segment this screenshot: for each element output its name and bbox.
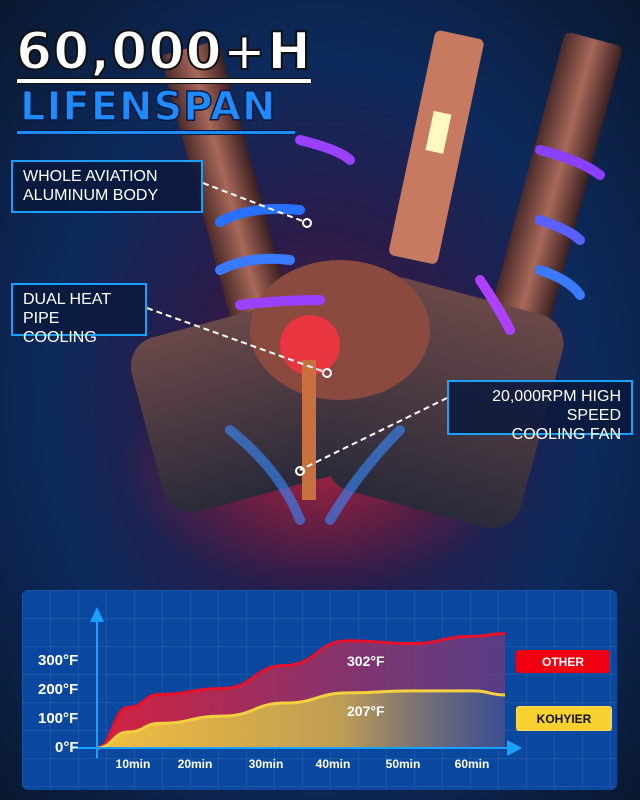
callout-cooling-fan: 20,000RPM HIGH SPEED COOLING FAN (447, 380, 633, 443)
y-tick-label: 300°F (38, 652, 79, 669)
x-tick-label: 60min (454, 757, 490, 771)
data-label-other: 302°F (347, 653, 385, 669)
y-tick-label: 100°F (38, 710, 79, 727)
callout-text: WHOLE AVIATION (23, 168, 158, 185)
callout-text: ALUMINUM BODY (23, 187, 159, 204)
y-tick-label: 200°F (38, 681, 79, 698)
callout-text: 20,000RPM HIGH SPEED (492, 388, 621, 424)
callout-heat-pipe: DUAL HEAT PIPE COOLING (11, 283, 147, 346)
x-tick-label: 30min (248, 757, 284, 771)
x-tick-label: 40min (315, 757, 351, 771)
callout-text: PIPE COOLING (23, 310, 97, 346)
x-tick-label: 50min (385, 757, 421, 771)
callout-aluminum-body: WHOLE AVIATION ALUMINUM BODY (11, 160, 203, 213)
x-axis-arrow-icon (507, 740, 522, 756)
headline-underline (16, 130, 296, 135)
headline-lifespan-hours: 60,000+H (15, 21, 312, 83)
headline-lifespan-label: LIFENSPAN (19, 83, 277, 131)
legend-kohyier: KOHYIER (516, 706, 612, 731)
temperature-chart-panel (22, 590, 617, 790)
headlight-bulb-illustration (120, 30, 623, 590)
callout-text: DUAL HEAT (23, 291, 112, 308)
x-tick-label: 20min (177, 757, 213, 771)
y-axis-arrow-icon (90, 607, 104, 622)
area-kohyier (97, 690, 505, 748)
headline-divider (16, 78, 312, 84)
x-tick-label: 10min (115, 757, 151, 771)
data-label-kohyier: 207°F (347, 703, 385, 719)
y-tick-label: 0°F (55, 739, 79, 756)
legend-other: OTHER (516, 650, 610, 673)
callout-text: COOLING FAN (511, 426, 621, 443)
